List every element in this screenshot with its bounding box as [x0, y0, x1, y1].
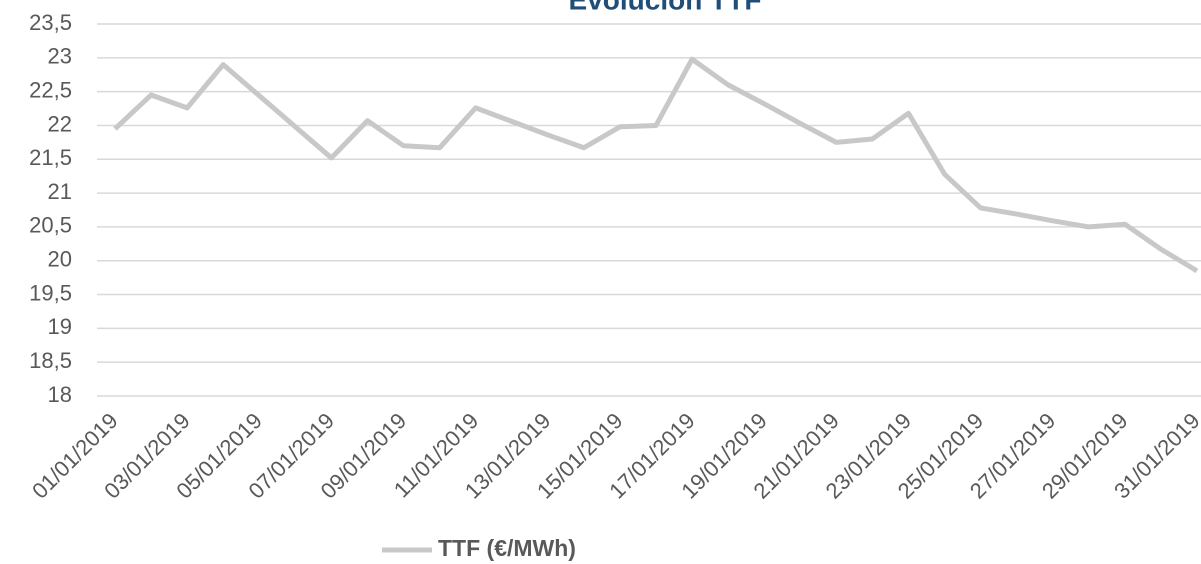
y-tick-label: 21,5 [29, 145, 72, 170]
y-tick-label: 19,5 [29, 280, 72, 305]
y-tick-label: 22,5 [29, 77, 72, 102]
y-tick-label: 20,5 [29, 213, 72, 238]
y-tick-label: 18,5 [29, 348, 72, 373]
y-tick-label: 18 [48, 382, 72, 407]
y-tick-label: 23,5 [29, 10, 72, 35]
y-tick-label: 22 [48, 111, 72, 136]
y-tick-label: 20 [48, 247, 72, 272]
y-tick-label: 19 [48, 314, 72, 339]
chart-title: Evolución TTF [569, 0, 762, 15]
legend-label: TTF (€/MWh) [438, 535, 576, 561]
y-tick-label: 21 [48, 179, 72, 204]
y-tick-label: 23 [48, 44, 72, 69]
series-line [113, 56, 1199, 274]
